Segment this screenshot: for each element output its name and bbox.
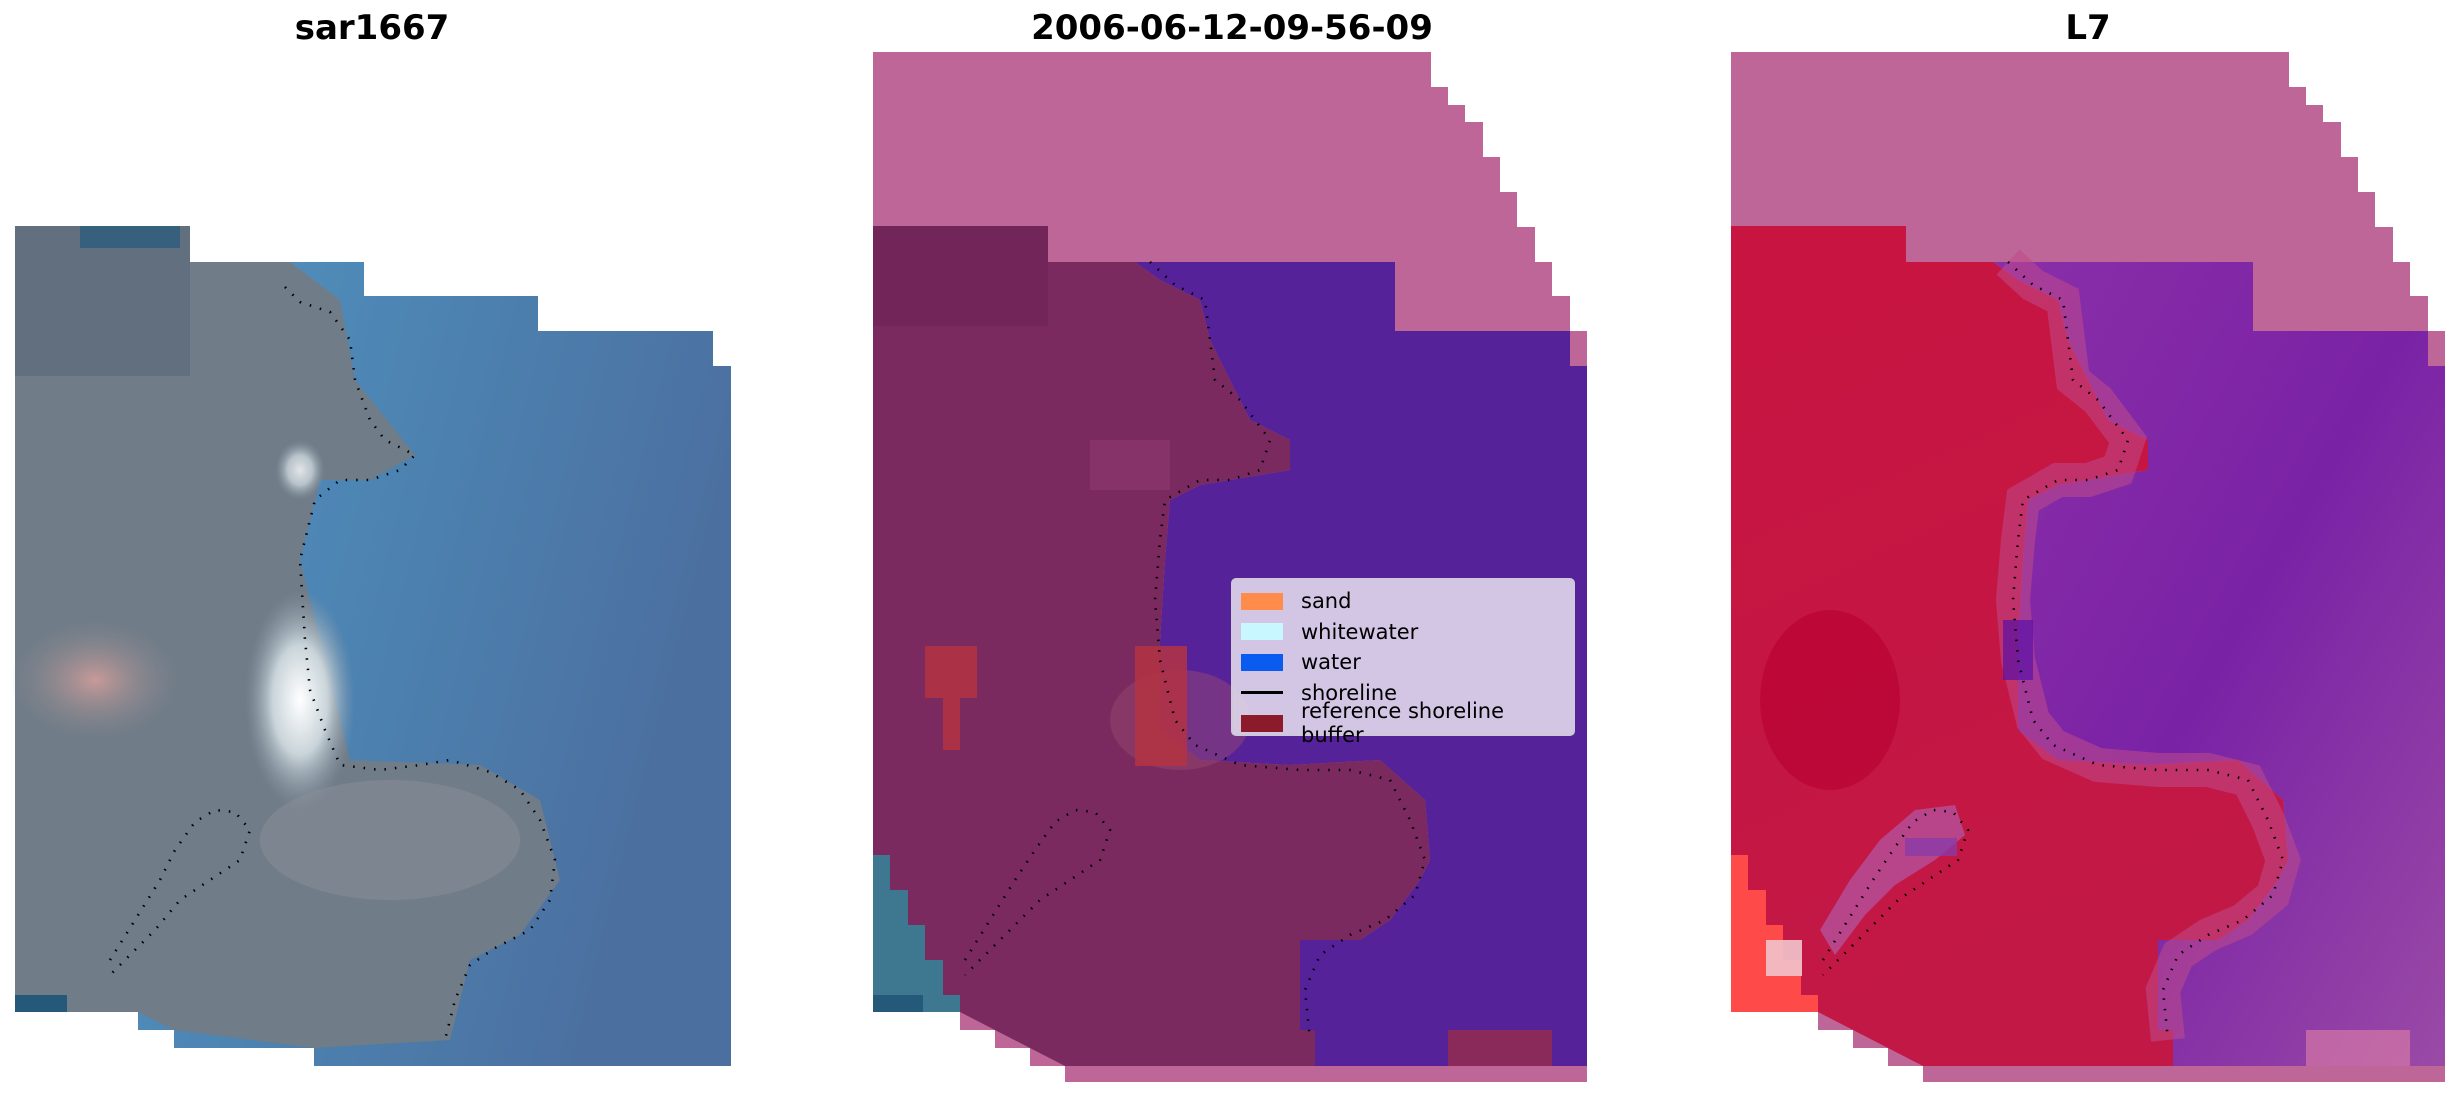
index-land-deep (1760, 610, 1900, 790)
panel-title-rgb: sar1667 (294, 8, 450, 48)
legend-label-reference-buffer: reference shoreline buffer (1301, 699, 1505, 748)
legend: sand whitewater water shoreline referenc… (1231, 578, 1575, 747)
rgb-pink-land (10, 620, 180, 740)
legend-label-sand: sand (1301, 589, 1352, 614)
legend-item-shoreline: shoreline (1241, 678, 1565, 709)
legend-item-water: water (1241, 647, 1565, 678)
classified-corner-teal (873, 995, 923, 1012)
buffer-patch-bottom (1448, 1030, 1552, 1066)
legend-label-water: water (1301, 650, 1361, 675)
rgb-whitewater-top (275, 440, 325, 500)
legend-item-whitewater: whitewater (1241, 617, 1565, 648)
classified-panel (873, 52, 1587, 1082)
classified-land-light (1090, 440, 1170, 490)
buffer-patch-left-stem (943, 698, 960, 750)
legend-swatch-water (1241, 653, 1283, 671)
index-bottom-pink (2306, 1030, 2410, 1066)
legend-swatch-sand (1241, 592, 1283, 610)
rgb-image-panel (10, 226, 731, 1066)
buffer-patch-right (1135, 646, 1187, 766)
classified-corner-rgb (873, 855, 960, 1012)
rgb-shoreline (284, 286, 557, 1041)
rgb-dark-patch (15, 226, 190, 376)
index-violet-patch (1905, 838, 1957, 856)
classified-shoreline (1149, 261, 1427, 1041)
panel-title-classified: 2006-06-12-09-56-09 (1031, 8, 1433, 48)
index-water (1993, 262, 2445, 1066)
rgb-teal-patch (80, 226, 180, 248)
legend-swatch-shoreline (1241, 691, 1283, 695)
legend-swatch-reference-buffer (1241, 714, 1283, 732)
legend-label-whitewater: whitewater (1301, 619, 1419, 644)
rgb-greyish (260, 780, 520, 900)
legend-item-reference-buffer: reference shoreline buffer (1241, 699, 1565, 747)
index-dark-violet (2003, 620, 2033, 680)
panel-title-index: L7 (2065, 8, 2111, 48)
legend-item-sand: sand (1241, 586, 1565, 617)
index-panel (1731, 52, 2445, 1082)
legend-swatch-whitewater (1241, 623, 1283, 641)
legend-label-shoreline: shoreline (1301, 680, 1398, 705)
classified-land-dark (873, 226, 1048, 326)
rgb-corner-teal (15, 995, 67, 1012)
index-corner-white (1766, 940, 1802, 976)
rgb-whitewater-glow (245, 590, 355, 810)
index-shoreline (2007, 261, 2285, 1041)
buffer-patch-left (925, 646, 977, 698)
